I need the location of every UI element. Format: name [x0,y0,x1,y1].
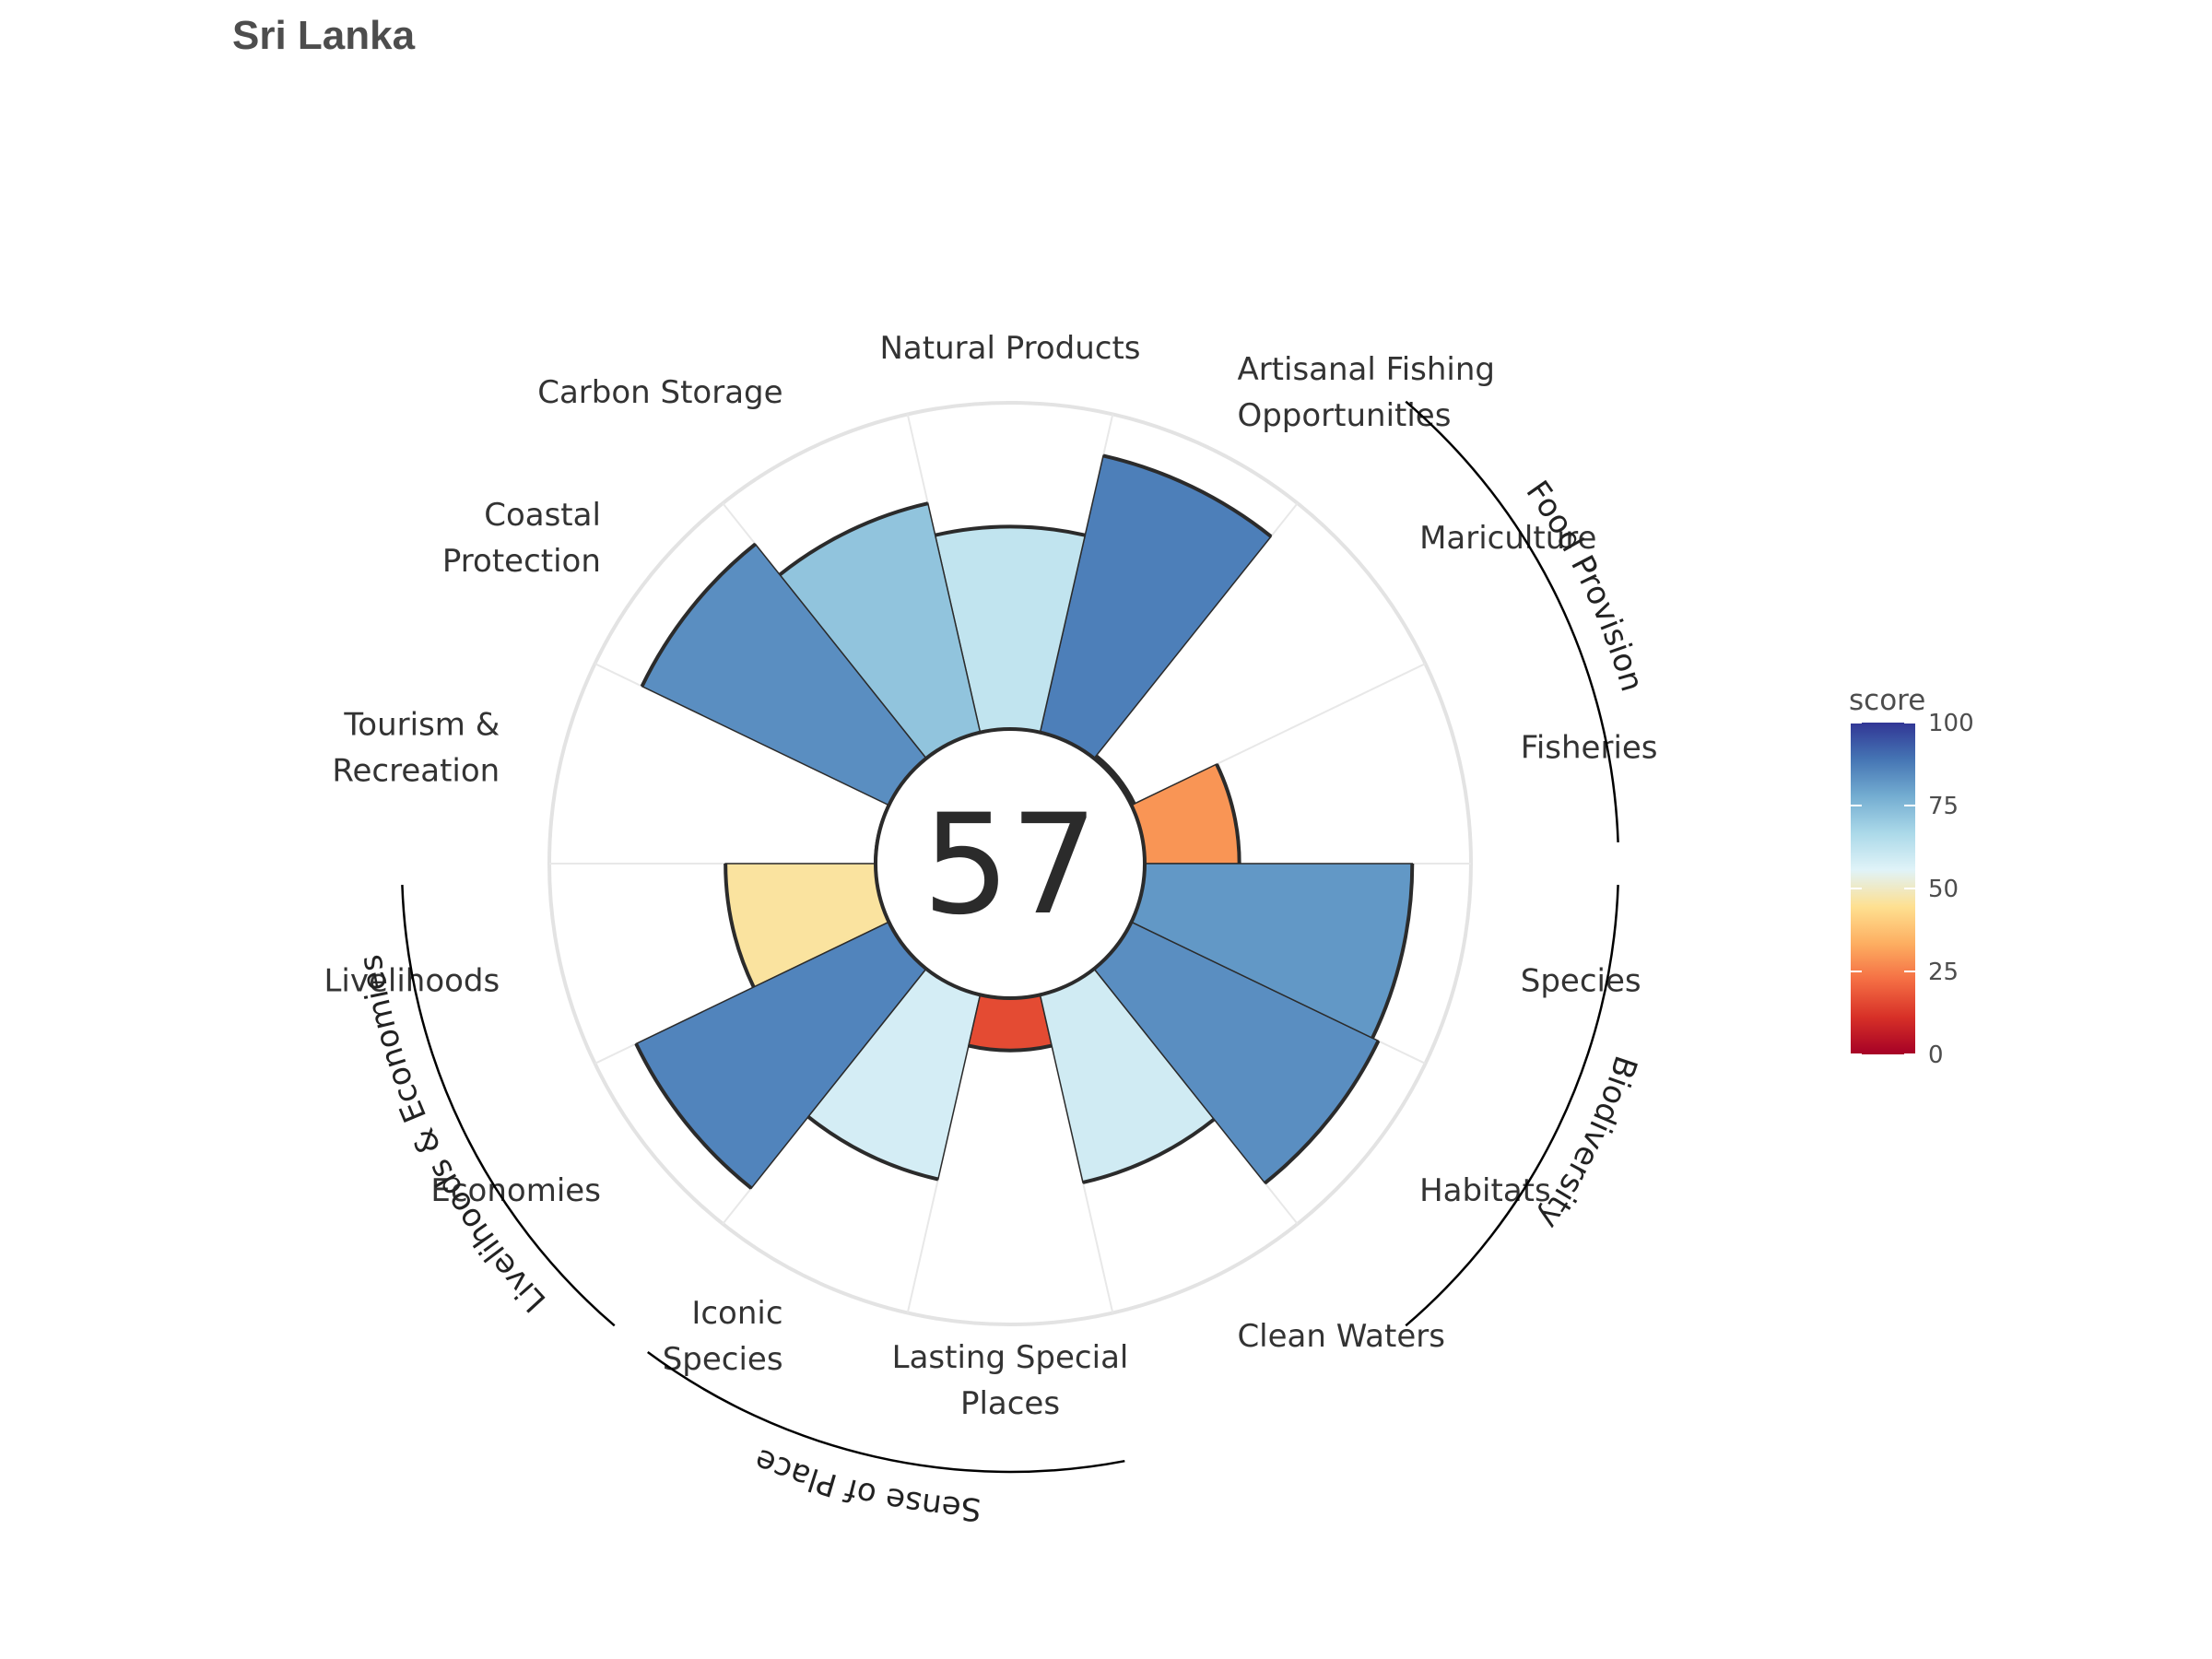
goal-label-line: Coastal [484,497,601,534]
goal-label-line: Clean Waters [1237,1318,1445,1355]
goal-label-line: Iconic [691,1295,782,1332]
bar-layer [634,453,1415,1190]
bar-outline-arc [1082,1117,1216,1184]
center-score-group: 57 [874,727,1147,1000]
goal-label-habitats: Habitats [1419,1172,1551,1209]
goal-label-coastal-protection: Coastal Protection [442,497,601,580]
goal-label-line: Recreation [332,753,500,790]
chart-title: Sri Lanka [232,13,416,58]
goal-label-species: Species [1521,962,1641,999]
bar-outline-arc [634,1042,753,1190]
bar-outline-arc [968,1043,1053,1053]
group-label-livelihoods-economies: Livelihoods & Economies [352,952,553,1319]
bar-outline-arc [1371,863,1415,1040]
bar-outline-arc [778,501,929,577]
goal-label-mariculture: Mariculture [1419,520,1596,557]
legend-tick-label: 0 [1928,1041,1944,1069]
goal-label-line: Mariculture [1419,520,1596,557]
group-arc [1405,400,1619,843]
goal-label-line: Opportunities [1237,397,1451,434]
legend-tick-label: 100 [1928,710,1974,737]
bar-outline-arc [1264,1040,1381,1185]
goal-label-line: Fisheries [1521,730,1658,767]
bar-outline-arc [806,1115,939,1182]
group-label-biodiversity: Biodiversity [1530,1051,1644,1235]
goal-label-natural-products: Natural Products [879,330,1140,367]
goal-label-clean-waters: Clean Waters [1237,1318,1445,1355]
goal-label-line: Natural Products [879,330,1140,367]
goal-label-fisheries: Fisheries [1521,730,1658,767]
legend-tick-label: 25 [1928,959,1959,986]
bar-outline-arc [1094,754,1136,805]
goal-label-line: Tourism & [343,707,500,744]
group-arc [647,1351,1125,1474]
goal-label-line: Carbon Storage [537,374,782,411]
goal-label-line: Lasting Special [892,1339,1129,1376]
group-arc [401,884,616,1327]
goal-label-artisanal-fishing-opportunities: Artisanal Fishing Opportunities [1237,351,1495,434]
legend-tick-label: 50 [1928,876,1959,903]
bar-outline-arc [1215,763,1241,865]
goal-label-line: Economies [430,1172,601,1209]
bar-artisanal-fishing-opportunities [1039,454,1273,759]
goal-label-iconic-species: Iconic Species [663,1295,783,1378]
goal-label-line: Protection [442,543,601,580]
group-arc [1405,884,1619,1327]
bar-outline-arc [1102,453,1273,538]
goal-label-carbon-storage: Carbon Storage [537,374,782,411]
goal-label-lasting-special-places: Lasting Special Places [892,1339,1129,1422]
goal-label-line: Species [1521,962,1641,999]
goal-label-line: Habitats [1419,1172,1551,1209]
goal-label-layer: Fisheries Mariculture Artisanal Fishing Opp… [324,330,1657,1422]
goal-label-line: Artisanal Fishing [1237,351,1495,388]
legend-title: score [1849,684,1925,717]
goal-label-line: Places [960,1385,1060,1422]
bar-lasting-special-places [968,994,1053,1052]
center-circle [874,727,1147,1000]
bar-outline-arc [724,863,756,988]
overall-score: 57 [923,785,1099,946]
bar-outline-arc [935,524,1086,537]
goal-label-tourism-recreation: Tourism & Recreation [332,707,500,790]
color-legend: score 0 25 50 75 100 [1849,684,1974,1069]
goal-label-economies: Economies [430,1172,601,1209]
goal-label-line: Species [663,1341,783,1378]
bar-outline-arc [640,542,757,688]
legend-tick-label: 75 [1928,793,1959,820]
